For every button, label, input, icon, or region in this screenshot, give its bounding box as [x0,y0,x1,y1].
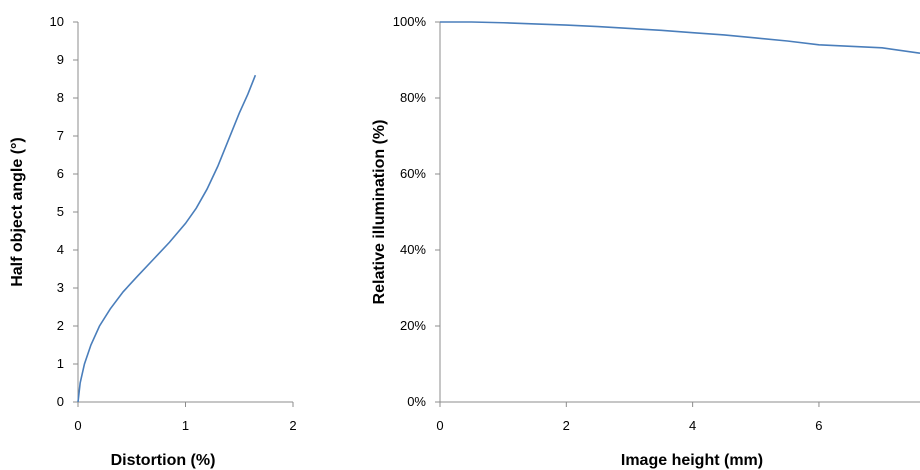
illumination-y-tick-label: 20% [400,318,426,333]
distortion-y-tick-label: 6 [57,166,64,181]
distortion-tick-marks [73,21,294,407]
distortion-x-tick-label: 1 [182,418,189,433]
distortion-y-tick-label: 9 [57,52,64,67]
distortion-x-tick-label: 2 [289,418,296,433]
distortion-chart: 0 1 2 3 4 5 6 7 8 9 10 0 1 2 Distortion … [9,14,297,469]
illumination-tick-marks [435,21,820,407]
illumination-y-tick-label: 40% [400,242,426,257]
distortion-y-tick-label: 4 [57,242,64,257]
distortion-y-axis-title: Half object angle (°) [9,137,26,287]
illumination-x-tick-label: 2 [563,418,570,433]
distortion-y-tick-label: 3 [57,280,64,295]
distortion-y-tick-label: 0 [57,394,64,409]
illumination-y-axis-title: Relative illumination (%) [371,120,388,305]
distortion-y-tick-label: 1 [57,356,64,371]
distortion-y-tick-label: 2 [57,318,64,333]
illumination-y-tick-label: 100% [393,14,427,29]
illumination-chart: 0% 20% 40% 60% 80% 100% 0 2 4 6 Image he… [371,14,920,469]
illumination-x-tick-label: 0 [436,418,443,433]
distortion-y-tick-label: 10 [50,14,64,29]
illumination-series-line [440,21,920,54]
illumination-x-axis-title: Image height (mm) [621,452,763,469]
distortion-x-tick-label: 0 [74,418,81,433]
distortion-series-line [77,74,257,403]
illumination-y-tick-label: 60% [400,166,426,181]
distortion-x-axis-title: Distortion (%) [111,452,216,469]
illumination-x-tick-label: 4 [689,418,696,433]
distortion-y-tick-label: 5 [57,204,64,219]
distortion-y-tick-label: 7 [57,128,64,143]
distortion-y-tick-label: 8 [57,90,64,105]
illumination-y-tick-label: 80% [400,90,426,105]
illumination-y-tick-label: 0% [407,394,426,409]
illumination-x-tick-label: 6 [815,418,822,433]
